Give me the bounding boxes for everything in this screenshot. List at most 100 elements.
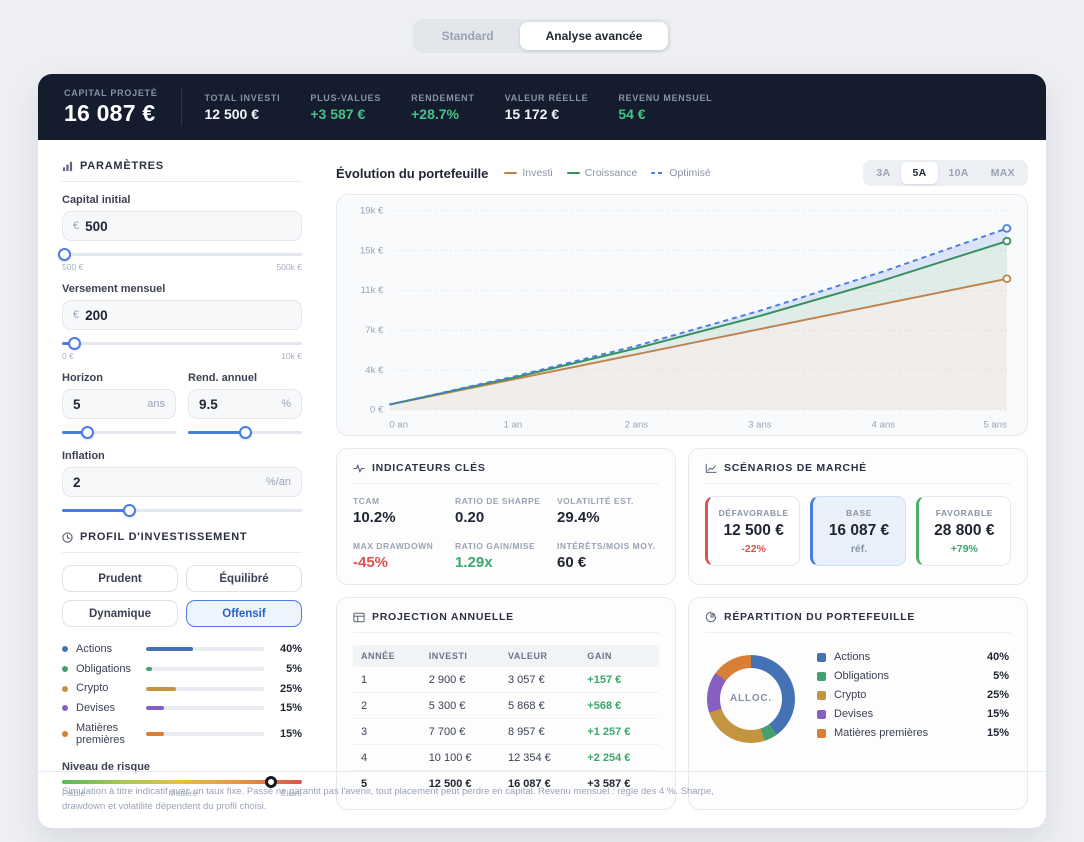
- pie-chart-icon: [705, 611, 717, 623]
- mode-toggle: Standard Analyse avancée: [412, 19, 672, 53]
- range-5a-button[interactable]: 5A: [901, 162, 938, 184]
- profile-header: PROFIL D'INVESTISSEMENT: [62, 531, 302, 553]
- devises-swatch: [817, 709, 826, 719]
- market-scenarios-panel: SCÉNARIOS DE MARCHÉ DÉFAVORABLE 12 500 €…: [688, 448, 1028, 585]
- crypto-swatch: [817, 690, 826, 700]
- tab-standard[interactable]: Standard: [416, 22, 520, 50]
- kpi-sharpe: RATIO DE SHARPE 0.20: [455, 496, 541, 526]
- profile-offensif-button[interactable]: Offensif: [186, 600, 302, 627]
- stat-rendement: RENDEMENT +28.7%: [411, 92, 475, 122]
- kpi-interets-mois: INTÉRÊTS/MOIS MOY. 60 €: [557, 541, 656, 571]
- slider-knob[interactable]: [68, 337, 81, 350]
- inflation-input[interactable]: 2 %/an: [62, 467, 302, 497]
- projection-table: ANNÉE INVESTI VALEUR GAIN 1 2 900 € 3 05…: [353, 645, 659, 796]
- legend-row-matieres-premieres: Matières premières 15%: [817, 727, 1009, 739]
- donut-center-label: ALLOC.: [720, 667, 782, 730]
- optimise-line-swatch: [651, 171, 665, 175]
- obligations-swatch: [817, 671, 826, 681]
- chart-header: Évolution du portefeuille Investi Croiss…: [336, 160, 1028, 186]
- table-row: 4 10 100 € 12 354 € +2 254 €: [353, 744, 659, 771]
- inflation-slider[interactable]: [62, 503, 302, 517]
- col-annee: ANNÉE: [353, 645, 421, 667]
- versement-mensuel-input[interactable]: € 200: [62, 300, 302, 330]
- allocation-row-obligations: Obligations 5%: [62, 663, 302, 676]
- svg-text:2 ans: 2 ans: [625, 419, 649, 429]
- scenario-favorable: FAVORABLE 28 800 € +79%: [915, 496, 1011, 566]
- matieres-premieres-dot: [62, 731, 68, 738]
- svg-text:19k €: 19k €: [360, 206, 384, 216]
- range-3a-button[interactable]: 3A: [865, 162, 901, 184]
- risk-gradient-bar[interactable]: [62, 775, 302, 788]
- capital-initial-input[interactable]: € 500: [62, 211, 302, 241]
- portfolio-repartition-panel: RÉPARTITION DU PORTEFEUILLE ALLOC. Actio…: [688, 597, 1028, 810]
- allocation-row-matieres-premieres: Matières premières 15%: [62, 722, 302, 747]
- actions-swatch: [817, 652, 826, 662]
- slider-knob[interactable]: [81, 426, 95, 439]
- svg-text:7k €: 7k €: [365, 325, 384, 335]
- rendement-annuel-slider[interactable]: [188, 425, 302, 439]
- versement-mensuel-field: Versement mensuel € 200 0 € 10k €: [62, 283, 302, 361]
- stats-header: CAPITAL PROJETÉ 16 087 € TOTAL INVESTI 1…: [38, 74, 1046, 140]
- profile-dynamique-button[interactable]: Dynamique: [62, 600, 178, 627]
- slider-min-label: 500 €: [62, 262, 84, 272]
- col-valeur: VALEUR: [499, 645, 580, 667]
- allocation-row-actions: Actions 40%: [62, 643, 302, 656]
- rendement-annuel-input[interactable]: 9.5 %: [188, 389, 302, 419]
- range-10a-button[interactable]: 10A: [938, 162, 980, 184]
- stat-total-investi: TOTAL INVESTI 12 500 €: [204, 92, 281, 122]
- inflation-field: Inflation 2 %/an: [62, 450, 302, 517]
- risk-knob[interactable]: [264, 775, 277, 788]
- svg-text:0 €: 0 €: [370, 405, 384, 415]
- portfolio-chart-card: 19k € 15k € 11k € 7k € 4k € 0 € 0 an 1 an 2 ans 3…: [336, 194, 1028, 436]
- annual-projection-panel: PROJECTION ANNUELLE ANNÉE INVESTI VALEUR…: [336, 597, 676, 810]
- profile-prudent-button[interactable]: Prudent: [62, 565, 178, 592]
- obligations-dot: [62, 665, 68, 672]
- horizon-slider[interactable]: [62, 425, 176, 439]
- slider-knob[interactable]: [58, 248, 72, 261]
- divider: [181, 88, 183, 126]
- mode-toggle-wrap: Standard Analyse avancée: [0, 0, 1084, 53]
- svg-text:4k €: 4k €: [365, 365, 384, 375]
- legend-row-crypto: Crypto 25%: [817, 689, 1009, 701]
- allocation-row-devises: Devises 15%: [62, 702, 302, 715]
- line-chart-icon: [705, 463, 717, 473]
- pulse-icon: [353, 464, 365, 472]
- main-panel: Évolution du portefeuille Investi Croiss…: [336, 160, 1028, 810]
- svg-text:4 ans: 4 ans: [872, 419, 896, 429]
- svg-text:1 an: 1 an: [504, 419, 523, 429]
- kpi-tcam: TCAM 10.2%: [353, 496, 396, 526]
- risk-low-label: Faible: [62, 787, 86, 798]
- clock-icon: [62, 531, 73, 543]
- investi-line-swatch: [504, 171, 518, 175]
- slider-knob[interactable]: [123, 504, 137, 517]
- tab-analyse-avancee[interactable]: Analyse avancée: [519, 22, 669, 50]
- scenario-defavorable: DÉFAVORABLE 12 500 € -22%: [705, 496, 801, 566]
- simulator-card: CAPITAL PROJETÉ 16 087 € TOTAL INVESTI 1…: [38, 74, 1046, 828]
- profile-equilibre-button[interactable]: Équilibré: [186, 565, 302, 592]
- croissance-line-swatch: [566, 171, 580, 175]
- slider-knob[interactable]: [239, 426, 252, 439]
- versement-mensuel-slider[interactable]: [62, 336, 302, 350]
- horizon-input[interactable]: 5 ans: [62, 389, 176, 419]
- svg-text:5 ans: 5 ans: [983, 419, 1007, 429]
- capital-initial-slider[interactable]: [58, 247, 302, 261]
- stat-revenu-mensuel: REVENU MENSUEL 54 €: [618, 92, 713, 122]
- table-row: 2 5 300 € 5 868 € +568 €: [353, 692, 659, 719]
- bar-chart-icon: [62, 161, 73, 171]
- allocation-donut-chart: ALLOC.: [707, 654, 795, 743]
- range-buttons: 3A 5A 10A MAX: [863, 160, 1028, 186]
- key-indicators-panel: INDICATEURS CLÉS TCAM 10.2% RATIO DE SHA…: [336, 448, 676, 585]
- legend-croissance: Croissance: [566, 167, 637, 179]
- portfolio-evolution-chart: 19k € 15k € 11k € 7k € 4k € 0 € 0 an 1 an 2 ans 3…: [360, 206, 1012, 429]
- footer-disclaimer: Simulation à titre indicatif avec un tau…: [38, 770, 1046, 828]
- kpi-ratio-gain-mise: RATIO GAIN/MISE 1.29x: [455, 541, 536, 571]
- col-gain: GAIN: [579, 645, 659, 667]
- capital-projete-value: 16 087 €: [64, 99, 156, 126]
- matieres-premieres-swatch: [817, 728, 826, 738]
- actions-dot: [62, 646, 68, 653]
- chart-title: Évolution du portefeuille: [336, 165, 489, 181]
- range-max-button[interactable]: MAX: [980, 162, 1026, 184]
- legend-row-obligations: Obligations 5%: [817, 670, 1009, 682]
- legend-row-actions: Actions 40%: [817, 651, 1009, 663]
- stat-plus-values: PLUS-VALUES +3 587 €: [310, 92, 382, 122]
